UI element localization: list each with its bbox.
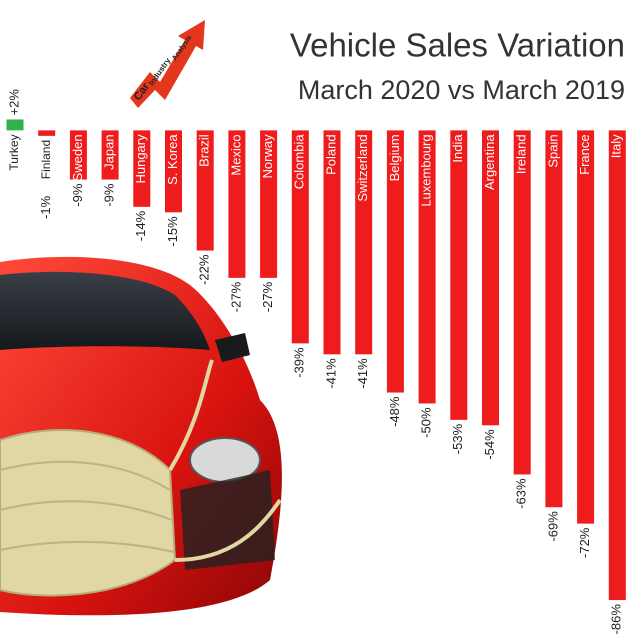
category-label: Mexico — [228, 134, 243, 175]
bar — [291, 130, 309, 344]
category-label: Spain — [545, 134, 560, 167]
value-label: -15% — [165, 216, 180, 247]
bar — [386, 130, 404, 393]
category-label: Luxembourg — [419, 134, 434, 206]
category-label: Hungary — [133, 134, 148, 184]
bar — [196, 130, 214, 251]
bar — [38, 130, 56, 136]
category-label: Argentina — [482, 134, 497, 190]
category-label: Norway — [260, 134, 275, 179]
category-label: Belgium — [387, 134, 402, 181]
category-label: Sweden — [70, 134, 85, 181]
value-label: -27% — [228, 281, 243, 312]
value-label: -9% — [102, 183, 117, 207]
category-label: Switzerland — [355, 134, 370, 201]
logo-mark — [130, 20, 205, 108]
category-label: Brazil — [197, 134, 212, 167]
category-label: S. Korea — [165, 134, 180, 185]
bar — [513, 130, 531, 475]
category-label: Poland — [323, 134, 338, 174]
value-label: -41% — [355, 358, 370, 389]
car-illustration — [0, 256, 282, 616]
value-label: -54% — [482, 429, 497, 460]
value-label: -9% — [70, 183, 85, 207]
bar — [165, 130, 182, 213]
chart-title: Vehicle Sales Variation — [290, 27, 625, 64]
bar — [482, 130, 499, 426]
value-label: -53% — [450, 423, 465, 454]
value-label: -14% — [133, 210, 148, 241]
bar — [101, 130, 119, 180]
value-label: -72% — [577, 527, 592, 558]
bar — [6, 119, 24, 131]
value-label: +2% — [6, 89, 21, 116]
bar — [228, 130, 246, 278]
bar — [545, 130, 563, 508]
bar — [418, 130, 436, 404]
value-label: -48% — [387, 396, 402, 427]
bar — [133, 130, 151, 207]
bar — [577, 130, 595, 524]
value-label: -63% — [514, 478, 529, 509]
category-label: Japan — [102, 134, 117, 169]
value-label: -1% — [38, 195, 53, 219]
value-label: -27% — [260, 281, 275, 312]
bar — [69, 130, 87, 180]
category-label: France — [577, 134, 592, 174]
value-label: -69% — [545, 511, 560, 542]
bar — [323, 130, 341, 355]
category-label: Ireland — [514, 134, 529, 174]
bar — [608, 130, 626, 601]
category-label: Italy — [609, 134, 624, 158]
value-label: -22% — [197, 254, 212, 285]
category-label: Turkey — [7, 134, 21, 170]
value-label: -41% — [323, 358, 338, 389]
category-label: Colombia — [292, 134, 307, 190]
value-label: -39% — [292, 347, 307, 378]
value-label: -50% — [419, 407, 434, 438]
bar — [260, 130, 278, 278]
bar — [355, 130, 373, 355]
value-label: -86% — [609, 604, 624, 635]
bar — [450, 130, 468, 420]
category-label: Finland — [39, 140, 53, 179]
chart-subtitle: March 2020 vs March 2019 — [298, 75, 625, 105]
category-label: India — [450, 134, 465, 163]
